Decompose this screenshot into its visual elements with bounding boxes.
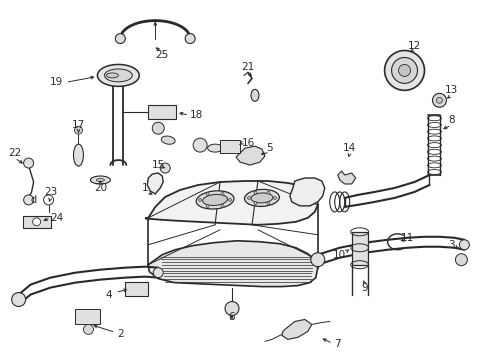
Circle shape	[193, 138, 207, 152]
Text: 9: 9	[361, 283, 367, 293]
Circle shape	[266, 191, 269, 194]
Circle shape	[273, 197, 276, 199]
Circle shape	[221, 192, 224, 195]
Text: 18: 18	[189, 110, 203, 120]
Ellipse shape	[250, 193, 272, 203]
Text: 24: 24	[50, 213, 63, 223]
Circle shape	[33, 218, 41, 226]
Ellipse shape	[161, 136, 175, 144]
Circle shape	[23, 158, 34, 168]
Text: 16: 16	[241, 138, 254, 148]
FancyBboxPatch shape	[148, 105, 176, 119]
Polygon shape	[22, 216, 50, 228]
Polygon shape	[337, 171, 355, 184]
Ellipse shape	[202, 194, 227, 206]
Text: 8: 8	[447, 115, 454, 125]
Circle shape	[74, 126, 82, 134]
Text: 13: 13	[444, 85, 457, 95]
Circle shape	[398, 64, 410, 76]
Text: 17: 17	[72, 120, 85, 130]
Text: 6: 6	[228, 312, 235, 323]
Text: 4: 4	[105, 289, 111, 300]
Text: 14: 14	[343, 143, 356, 153]
Circle shape	[253, 191, 256, 194]
Text: 5: 5	[266, 143, 273, 153]
Circle shape	[43, 195, 53, 205]
Circle shape	[160, 163, 170, 173]
Ellipse shape	[207, 144, 222, 152]
Circle shape	[152, 122, 164, 134]
Ellipse shape	[244, 189, 279, 206]
Polygon shape	[75, 310, 100, 324]
Circle shape	[431, 93, 446, 107]
Ellipse shape	[106, 73, 118, 78]
Polygon shape	[125, 282, 148, 296]
Circle shape	[153, 268, 163, 278]
Circle shape	[454, 254, 467, 266]
Text: 25: 25	[155, 50, 168, 60]
Circle shape	[83, 324, 93, 334]
Circle shape	[384, 50, 424, 90]
Polygon shape	[220, 140, 240, 153]
Circle shape	[205, 204, 209, 207]
Text: 21: 21	[241, 62, 254, 72]
Circle shape	[224, 302, 239, 315]
Polygon shape	[351, 232, 367, 265]
Text: 12: 12	[407, 41, 420, 50]
Ellipse shape	[104, 69, 132, 82]
Polygon shape	[289, 178, 324, 206]
Text: 2: 2	[117, 329, 123, 339]
Circle shape	[221, 204, 224, 207]
Ellipse shape	[250, 89, 259, 101]
Polygon shape	[147, 173, 163, 194]
Circle shape	[228, 198, 231, 201]
Circle shape	[458, 240, 468, 250]
Ellipse shape	[96, 179, 104, 181]
Text: 19: 19	[50, 77, 63, 87]
Circle shape	[12, 293, 25, 306]
Polygon shape	[145, 181, 317, 225]
Circle shape	[198, 198, 201, 201]
Text: 10: 10	[332, 250, 346, 260]
Text: 22: 22	[8, 148, 21, 158]
Ellipse shape	[196, 191, 233, 209]
Polygon shape	[281, 319, 311, 339]
Circle shape	[253, 202, 256, 204]
Circle shape	[266, 202, 269, 204]
Circle shape	[310, 253, 324, 267]
Text: 3: 3	[447, 240, 454, 250]
Polygon shape	[148, 241, 317, 287]
Circle shape	[205, 192, 209, 195]
Text: 20: 20	[94, 183, 107, 193]
Text: 1: 1	[142, 183, 148, 193]
Circle shape	[247, 197, 250, 199]
Text: 23: 23	[44, 187, 57, 197]
Polygon shape	[236, 146, 264, 165]
Text: 7: 7	[334, 339, 340, 349]
Circle shape	[115, 33, 125, 44]
Circle shape	[391, 58, 417, 84]
Circle shape	[436, 97, 442, 103]
Text: d: d	[30, 195, 37, 205]
Ellipse shape	[73, 144, 83, 166]
Text: 15: 15	[151, 160, 164, 170]
Text: 11: 11	[400, 233, 413, 243]
Circle shape	[185, 33, 195, 44]
Circle shape	[23, 195, 34, 205]
Ellipse shape	[97, 64, 139, 86]
Ellipse shape	[90, 176, 110, 184]
